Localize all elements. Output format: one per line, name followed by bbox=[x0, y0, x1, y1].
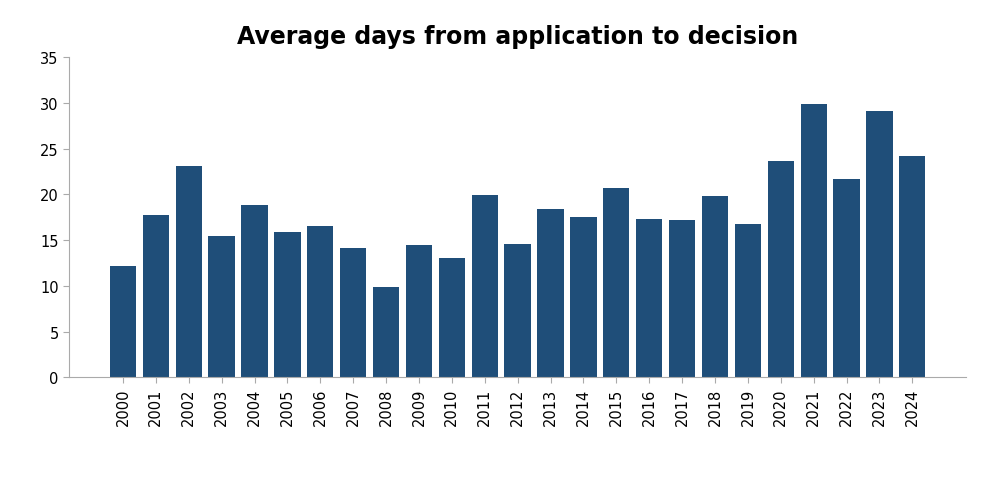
Bar bbox=[471, 196, 498, 378]
Bar bbox=[833, 180, 860, 378]
Bar bbox=[274, 232, 301, 378]
Title: Average days from application to decision: Average days from application to decisio… bbox=[237, 25, 799, 49]
Bar bbox=[373, 287, 399, 378]
Bar bbox=[439, 259, 465, 378]
Bar bbox=[899, 157, 926, 378]
Bar bbox=[801, 105, 827, 378]
Bar bbox=[702, 197, 728, 378]
Bar bbox=[603, 189, 629, 378]
Bar bbox=[636, 220, 663, 378]
Bar bbox=[669, 221, 695, 378]
Bar bbox=[768, 162, 794, 378]
Bar bbox=[176, 166, 202, 378]
Bar bbox=[570, 218, 597, 378]
Bar bbox=[867, 112, 892, 378]
Bar bbox=[143, 216, 169, 378]
Bar bbox=[242, 206, 267, 378]
Bar bbox=[735, 224, 761, 378]
Bar bbox=[537, 210, 564, 378]
Bar bbox=[208, 237, 235, 378]
Bar bbox=[109, 266, 136, 378]
Bar bbox=[505, 244, 530, 378]
Bar bbox=[340, 249, 367, 378]
Bar bbox=[406, 245, 432, 378]
Bar bbox=[308, 227, 333, 378]
